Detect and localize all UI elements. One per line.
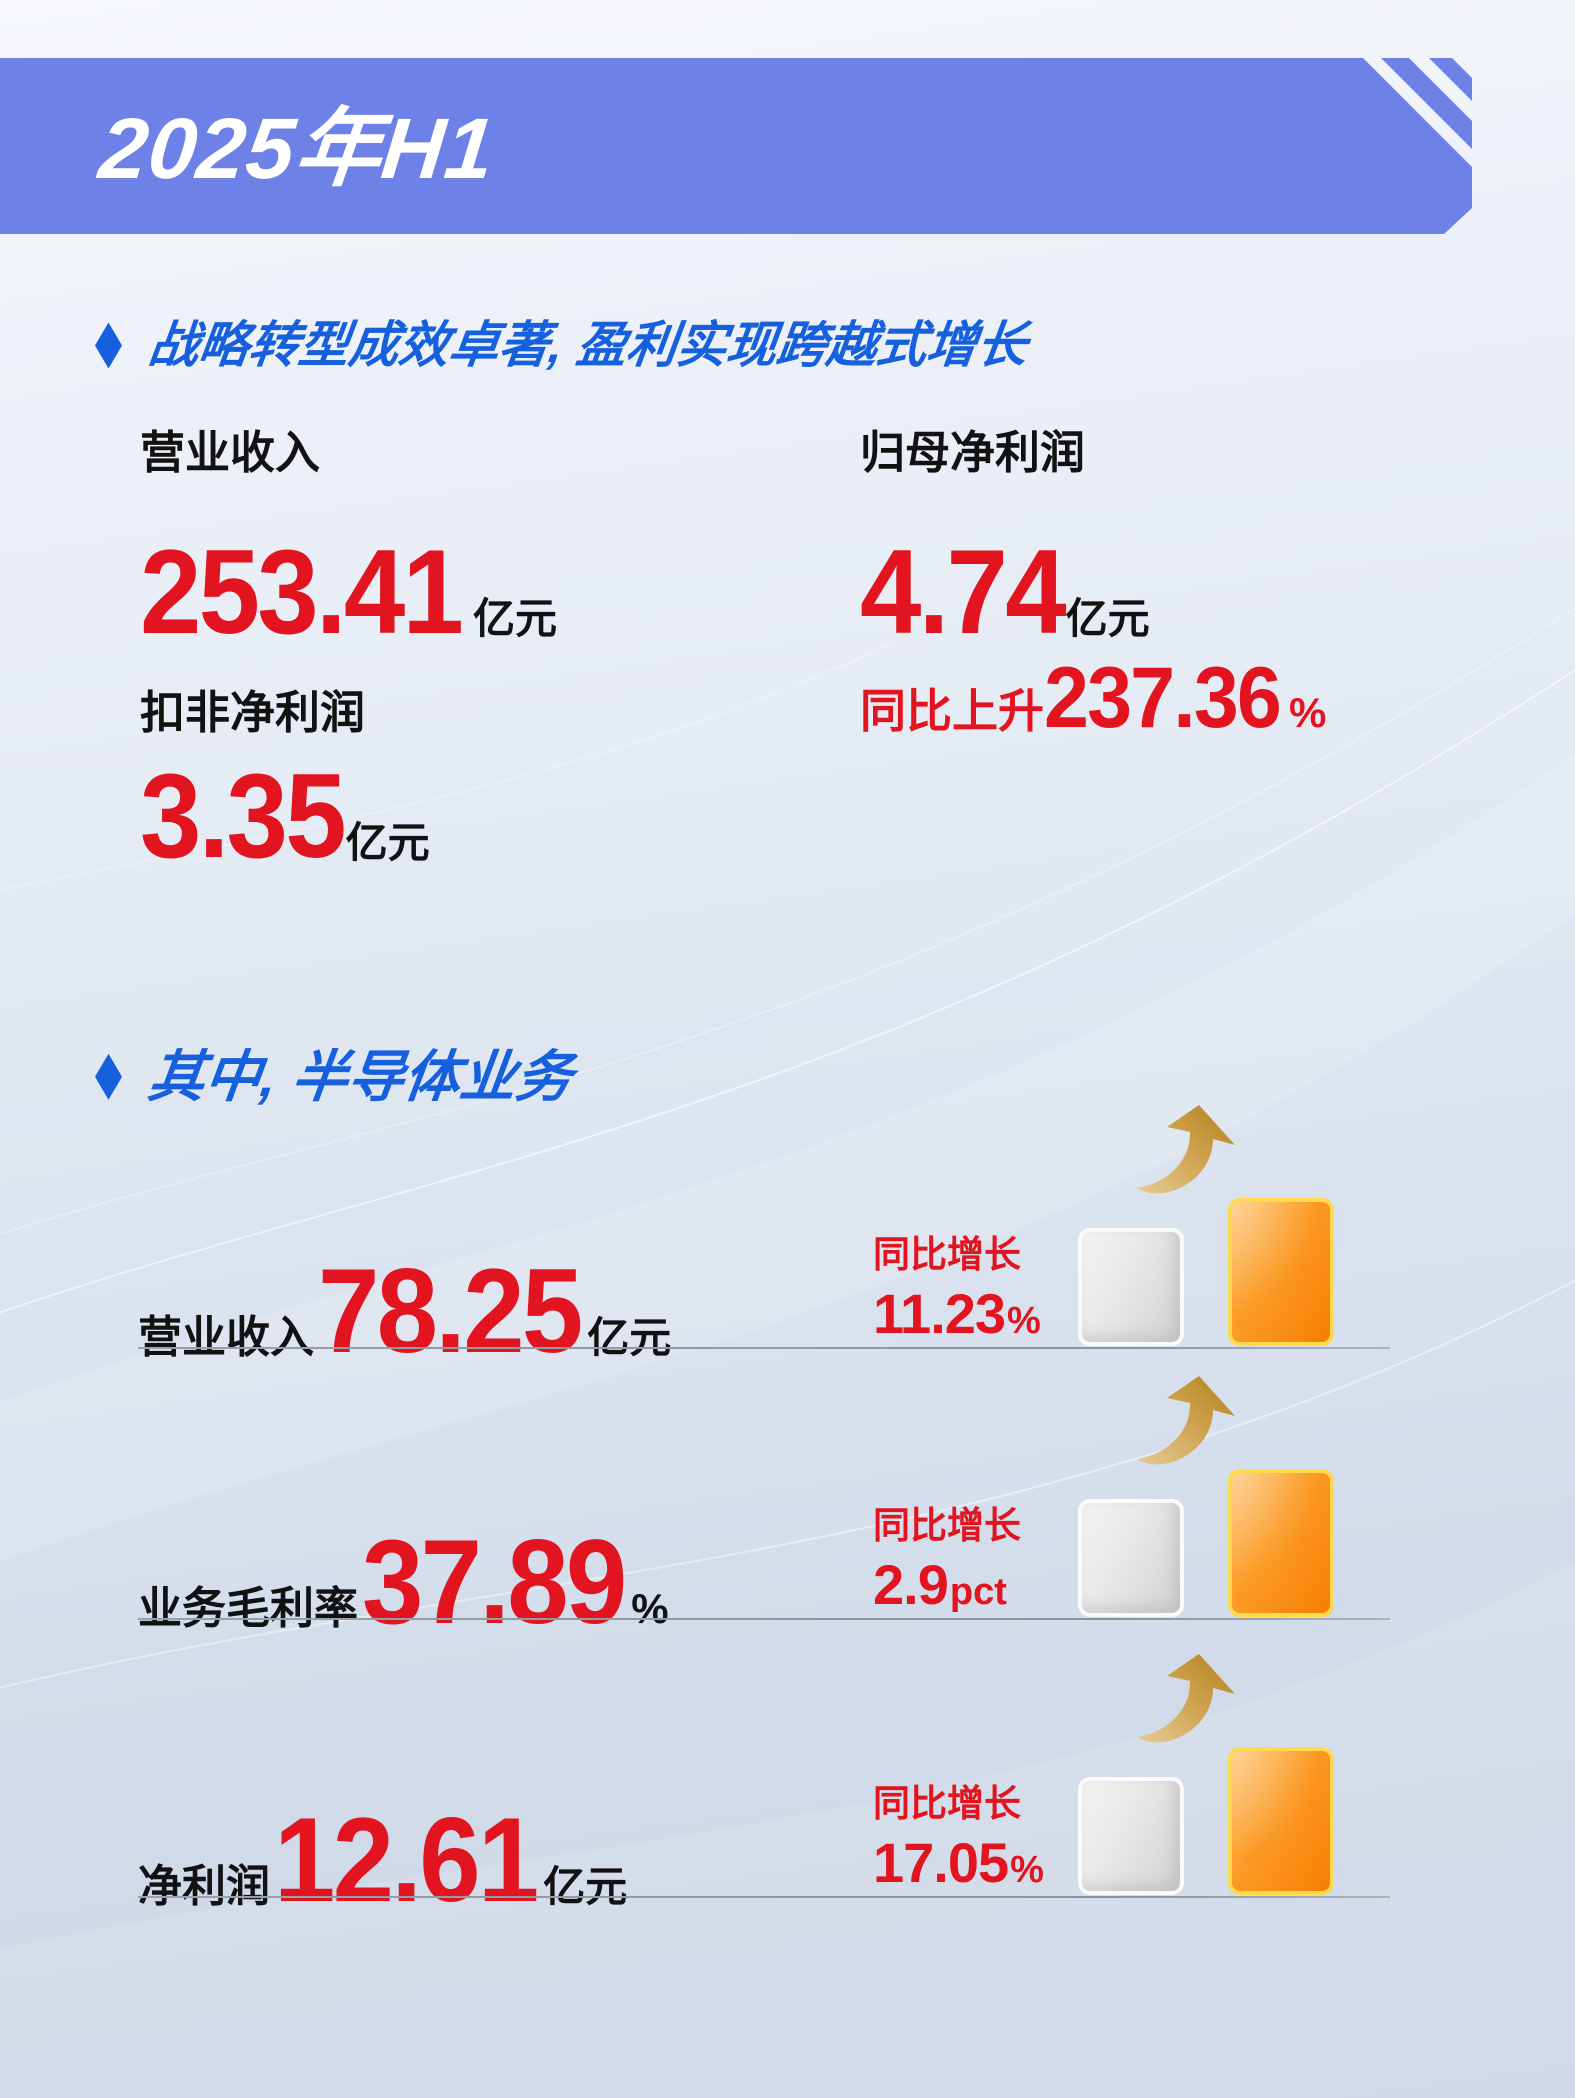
metric-value-net-profit: 4.74 亿元 bbox=[860, 532, 1150, 652]
row-yoy-block: 同比增长 11.23 % bbox=[873, 1224, 1041, 1343]
row-number: 37.89 bbox=[362, 1515, 627, 1649]
row-metric: 业务毛利率 37.89 % bbox=[138, 1522, 669, 1642]
metric-label-net-profit: 归母净利润 bbox=[860, 427, 1086, 478]
row-metric: 净利润 12.61 亿元 bbox=[138, 1800, 627, 1920]
net-profit-unit: 亿元 bbox=[1065, 595, 1150, 642]
metric-value-revenue: 253.41 亿元 bbox=[140, 532, 557, 652]
revenue-number: 253.41 bbox=[140, 525, 464, 659]
title-banner: 2025年H1 bbox=[0, 58, 1472, 234]
previous-period-bar-icon bbox=[1078, 1228, 1184, 1346]
row-unit: 亿元 bbox=[587, 1314, 672, 1361]
semiconductor-row-net-profit: 净利润 12.61 亿元 同比增长 17.05 % bbox=[138, 1635, 1390, 1920]
banner-corner-stripes-decoration bbox=[1381, 58, 1472, 149]
yoy-highlight: 同比上升 237.36 % bbox=[860, 655, 1326, 741]
row-divider bbox=[138, 1347, 1390, 1349]
row-divider bbox=[138, 1618, 1390, 1620]
growth-arrow-icon bbox=[1137, 1105, 1235, 1194]
deducted-profit-unit: 亿元 bbox=[345, 819, 430, 866]
metric-label-deducted-profit: 扣非净利润 bbox=[140, 687, 366, 738]
diamond-bullet-icon bbox=[95, 1053, 122, 1100]
yoy-highlight-unit: % bbox=[1289, 689, 1327, 736]
deducted-profit-number: 3.35 bbox=[140, 749, 347, 883]
overview-section-heading: 战略转型成效卓著, 盈利实现跨越式增长 bbox=[95, 317, 1030, 373]
row-label: 营业收入 bbox=[138, 1313, 314, 1362]
row-label: 业务毛利率 bbox=[138, 1584, 358, 1633]
previous-period-bar-icon bbox=[1078, 1499, 1184, 1617]
row-number: 78.25 bbox=[318, 1244, 583, 1378]
row-unit: 亿元 bbox=[543, 1863, 628, 1910]
revenue-unit: 亿元 bbox=[473, 595, 558, 642]
yoy-highlight-label: 同比上升 bbox=[860, 685, 1044, 737]
semiconductor-row-revenue: 营业收入 78.25 亿元 同比增长 11.23 % bbox=[138, 1088, 1390, 1371]
yoy-highlight-number: 237.36 bbox=[1044, 650, 1282, 746]
previous-period-bar-icon bbox=[1078, 1777, 1184, 1895]
row-yoy-unit: % bbox=[1007, 1300, 1041, 1342]
row-yoy-label: 同比增长 bbox=[873, 1505, 1021, 1546]
row-yoy-number: 11.23 bbox=[873, 1282, 1006, 1345]
current-period-bar-icon bbox=[1228, 1198, 1334, 1346]
overview-heading-text: 战略转型成效卓著, 盈利实现跨越式增长 bbox=[145, 317, 1031, 373]
row-divider bbox=[138, 1896, 1390, 1898]
metric-value-deducted-profit: 3.35 亿元 bbox=[140, 756, 430, 876]
diamond-bullet-icon bbox=[95, 322, 122, 369]
row-unit: % bbox=[631, 1585, 669, 1632]
row-yoy-label: 同比增长 bbox=[873, 1234, 1021, 1275]
current-period-bar-icon bbox=[1228, 1469, 1334, 1617]
growth-arrow-icon bbox=[1137, 1654, 1235, 1743]
row-yoy-unit: pct bbox=[949, 1571, 1007, 1613]
net-profit-number: 4.74 bbox=[860, 525, 1067, 659]
row-yoy-number: 17.05 bbox=[873, 1831, 1009, 1894]
row-number: 12.61 bbox=[274, 1793, 539, 1927]
row-yoy-block: 同比增长 2.9 pct bbox=[873, 1495, 1021, 1614]
row-yoy-unit: % bbox=[1010, 1849, 1044, 1891]
page-title: 2025年H1 bbox=[94, 101, 500, 197]
current-period-bar-icon bbox=[1228, 1747, 1334, 1895]
row-label: 净利润 bbox=[138, 1862, 270, 1911]
row-yoy-label: 同比增长 bbox=[873, 1783, 1021, 1824]
growth-arrow-icon bbox=[1137, 1376, 1235, 1465]
metric-label-revenue: 营业收入 bbox=[140, 427, 321, 478]
row-yoy-block: 同比增长 17.05 % bbox=[873, 1773, 1044, 1892]
semiconductor-row-gross-margin: 业务毛利率 37.89 % 同比增长 2.9 pct bbox=[138, 1359, 1390, 1642]
semiconductor-section-heading: 其中, 半导体业务 bbox=[95, 1045, 576, 1108]
row-metric: 营业收入 78.25 亿元 bbox=[138, 1251, 671, 1371]
row-yoy-number: 2.9 bbox=[873, 1553, 949, 1616]
